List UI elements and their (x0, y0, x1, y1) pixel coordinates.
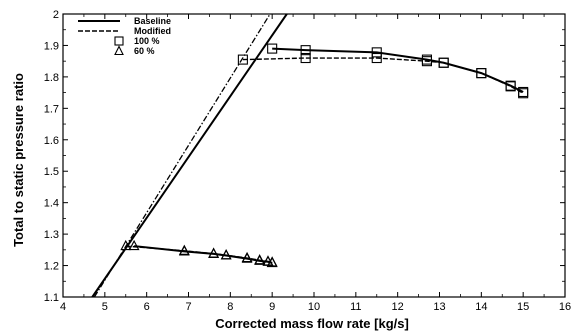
y-tick-label: 1.9 (44, 40, 59, 52)
x-tick-label: 9 (269, 301, 275, 313)
triangle-marker (266, 256, 278, 267)
x-tick-label: 13 (433, 301, 445, 313)
legend-label: 100 % (134, 36, 160, 46)
square-marker (371, 52, 382, 64)
y-tick-label: 1.3 (44, 229, 59, 241)
data-markers (120, 43, 529, 268)
x-axis-label: Corrected mass flow rate [kg/s] (215, 316, 409, 331)
triangle-marker (241, 251, 253, 263)
x-tick-label: 16 (559, 301, 571, 313)
y-axis-label: Total to static pressure ratio (11, 73, 26, 247)
surge-line-modified (93, 14, 271, 297)
y-tick-label: 1.2 (44, 261, 59, 273)
triangle-marker (128, 239, 140, 251)
square-marker (476, 68, 487, 79)
triangle-marker (208, 247, 220, 258)
square-marker (371, 47, 382, 58)
x-tick-label: 6 (144, 301, 150, 313)
square-marker (518, 88, 529, 99)
y-tick-label: 1.4 (44, 198, 59, 210)
triangle-marker (254, 254, 266, 265)
square-marker (505, 81, 516, 92)
x-tick-label: 11 (350, 301, 361, 313)
x-tick-label: 12 (392, 301, 404, 313)
square-marker (438, 57, 449, 68)
y-tick-label: 1.5 (44, 166, 59, 178)
plot-area (63, 14, 565, 297)
square-marker (267, 43, 278, 54)
x-tick-label: 14 (475, 301, 487, 313)
triangle-marker (178, 244, 190, 255)
legend-square-marker (114, 36, 124, 46)
triangle-marker (120, 239, 132, 251)
legend-label: Modified (134, 26, 171, 36)
legend-label: 60 % (134, 46, 155, 56)
triangle-marker (220, 249, 232, 260)
x-tick-label: 15 (517, 301, 529, 313)
y-tick-label: 1.8 (44, 72, 59, 84)
plot-background (63, 14, 565, 297)
y-tick-label: 1.7 (44, 103, 59, 115)
x-tick-label: 10 (308, 301, 320, 313)
legend-label: Baseline (134, 16, 171, 26)
series-line-modified-60 (125, 245, 273, 264)
x-axis-ticks: 4 5 6 7 8 9 10 11 12 13 14 15 16 (60, 14, 571, 313)
square-marker (421, 56, 433, 67)
x-tick-label: 7 (185, 301, 191, 313)
x-tick-label: 5 (102, 301, 108, 313)
square-marker (237, 54, 248, 65)
square-marker (300, 52, 311, 64)
y-axis-ticks: 1.1 1.2 1.3 1.4 1.5 1.6 1.7 1.8 1.9 2 (44, 9, 565, 304)
x-tick-label: 4 (60, 301, 66, 313)
legend-triangle-marker (114, 45, 124, 56)
y-tick-label: 1.1 (44, 292, 59, 304)
square-marker (300, 45, 311, 56)
y-tick-label: 1.6 (44, 135, 59, 147)
y-tick-label: 2 (53, 9, 59, 21)
x-tick-label: 8 (227, 301, 233, 313)
